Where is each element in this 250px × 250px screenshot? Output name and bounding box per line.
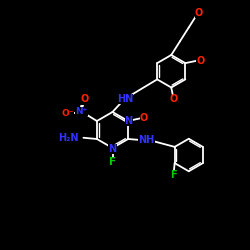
Text: O: O [196,56,204,66]
Text: N⁺: N⁺ [75,107,88,116]
Text: O: O [140,113,148,123]
Text: F: F [109,157,116,167]
Text: O: O [80,94,88,104]
Text: O⁻: O⁻ [62,110,74,118]
Text: N: N [124,116,133,126]
Text: H₂N: H₂N [58,133,79,143]
Text: O: O [170,94,178,104]
Text: NH: NH [138,135,155,145]
Text: HN: HN [117,94,134,104]
Text: F: F [170,170,177,180]
Text: O: O [194,8,203,18]
Text: N: N [108,144,116,154]
